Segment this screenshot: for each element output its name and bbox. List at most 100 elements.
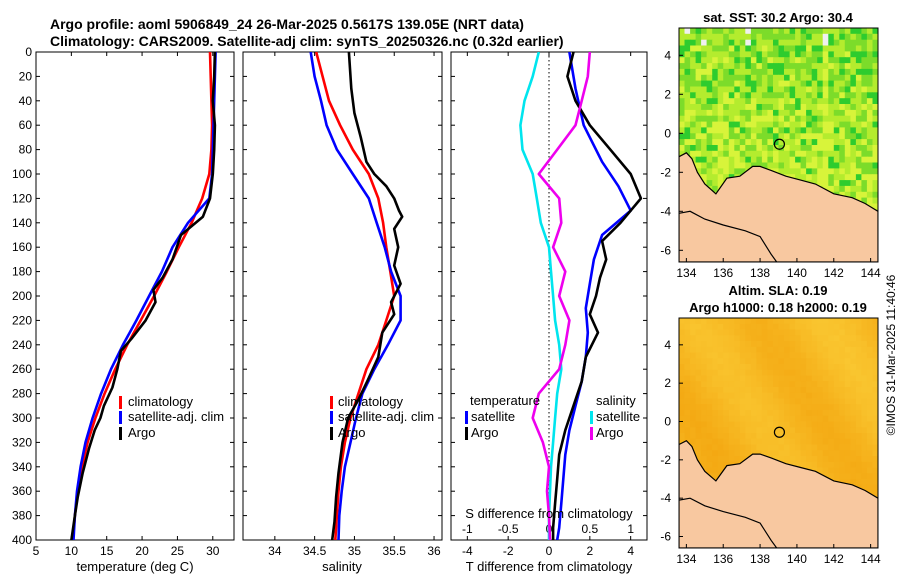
heatmap-cell	[695, 68, 702, 76]
heatmap-cell	[795, 427, 802, 434]
heatmap-cell	[850, 185, 857, 193]
heatmap-cell	[822, 104, 829, 111]
heatmap-cell	[778, 404, 785, 411]
heatmap-cell	[717, 28, 724, 35]
heatmap-cell	[789, 375, 796, 382]
heatmap-cell	[861, 358, 868, 365]
heatmap-cell	[767, 98, 774, 105]
heatmap-cell	[822, 63, 829, 70]
heatmap-cell	[833, 450, 840, 457]
heatmap-cell	[839, 398, 846, 405]
heatmap-cell	[872, 51, 878, 58]
heatmap-cell	[712, 45, 719, 52]
heatmap-cell	[861, 162, 868, 169]
heatmap-cell	[690, 335, 697, 342]
heatmap-cell	[850, 150, 857, 158]
heatmap-cell	[806, 150, 813, 158]
heatmap-cell	[712, 109, 719, 117]
heatmap-cell	[684, 398, 691, 405]
heatmap-cell	[712, 63, 719, 70]
heatmap-cell	[717, 104, 724, 111]
heatmap-cell	[717, 150, 724, 158]
heatmap-cell	[800, 335, 807, 342]
heatmap-cell	[839, 104, 846, 111]
heatmap-cell	[706, 329, 713, 336]
heatmap-cell	[717, 162, 724, 169]
heatmap-cell	[822, 74, 829, 82]
heatmap-cell	[789, 352, 796, 359]
heatmap-cell	[828, 133, 835, 140]
legend-swatch-climatology	[119, 396, 122, 409]
heatmap-cell	[723, 74, 730, 82]
heatmap-cell	[745, 133, 752, 140]
heatmap-cell	[784, 98, 791, 105]
heatmap-cell	[839, 375, 846, 382]
heatmap-cell	[767, 392, 774, 400]
heatmap-cell	[844, 109, 851, 117]
heatmap-cell	[839, 427, 846, 434]
heatmap-cell	[861, 364, 868, 371]
heatmap-cell	[756, 375, 763, 382]
heatmap-cell	[861, 438, 868, 446]
heatmap-cell	[756, 156, 763, 164]
heatmap-cell	[745, 80, 752, 88]
heatmap-cell	[701, 329, 708, 336]
heatmap-cell	[817, 92, 824, 99]
heatmap-cell	[690, 323, 697, 331]
heatmap-cell	[844, 444, 851, 451]
heatmap-cell	[784, 335, 791, 342]
heatmap-cell	[789, 68, 796, 76]
heatmap-cell	[844, 98, 851, 105]
heatmap-cell	[844, 318, 851, 325]
heatmap-cell	[690, 369, 697, 377]
heatmap-cell	[833, 156, 840, 164]
heatmap-cell	[789, 438, 796, 446]
heatmap-cell	[750, 109, 758, 117]
heatmap-cell	[712, 352, 719, 359]
heatmap-cell	[839, 92, 846, 99]
heatmap-cell	[861, 433, 868, 440]
legend-title-salinity: salinity	[596, 393, 636, 408]
heatmap-cell	[784, 51, 791, 58]
heatmap-cell	[701, 392, 708, 400]
heatmap-cell	[861, 121, 868, 129]
heatmap-cell	[800, 358, 807, 365]
heatmap-cell	[712, 392, 719, 400]
heatmap-cell	[701, 121, 708, 129]
heatmap-cell	[734, 323, 741, 331]
heatmap-cell	[728, 156, 735, 164]
heatmap-cell	[695, 145, 702, 152]
heatmap-cell	[784, 346, 791, 354]
heatmap-cell	[855, 450, 863, 457]
heatmap-cell	[745, 358, 752, 365]
heatmap-cell	[789, 145, 796, 152]
heatmap-cell	[833, 438, 840, 446]
heatmap-cell	[739, 398, 746, 405]
heatmap-cell	[872, 168, 878, 175]
heatmap-cell	[761, 51, 769, 58]
heatmap-cell	[773, 92, 780, 99]
heatmap-cell	[695, 329, 702, 336]
heatmap-cell	[861, 156, 868, 164]
heatmap-cell	[806, 358, 813, 365]
heatmap-cell	[861, 415, 868, 423]
heatmap-cell	[817, 51, 824, 58]
heatmap-cell	[795, 318, 802, 325]
heatmap-cell	[811, 92, 818, 99]
heatmap-cell	[789, 381, 796, 388]
heatmap-cell	[728, 329, 735, 336]
heatmap-cell	[706, 121, 713, 129]
heatmap-cell	[717, 121, 724, 129]
heatmap-cell	[861, 479, 868, 486]
heatmap-cell	[839, 392, 846, 400]
heatmap-cell	[750, 398, 758, 405]
heatmap-cell	[701, 346, 708, 354]
heatmap-cell	[739, 74, 746, 82]
heatmap-cell	[789, 127, 796, 134]
heatmap-cell	[745, 115, 752, 123]
heatmap-cell	[706, 92, 713, 99]
heatmap-cell	[811, 162, 818, 169]
heatmap-cell	[800, 80, 807, 88]
heatmap-cell	[712, 127, 719, 134]
